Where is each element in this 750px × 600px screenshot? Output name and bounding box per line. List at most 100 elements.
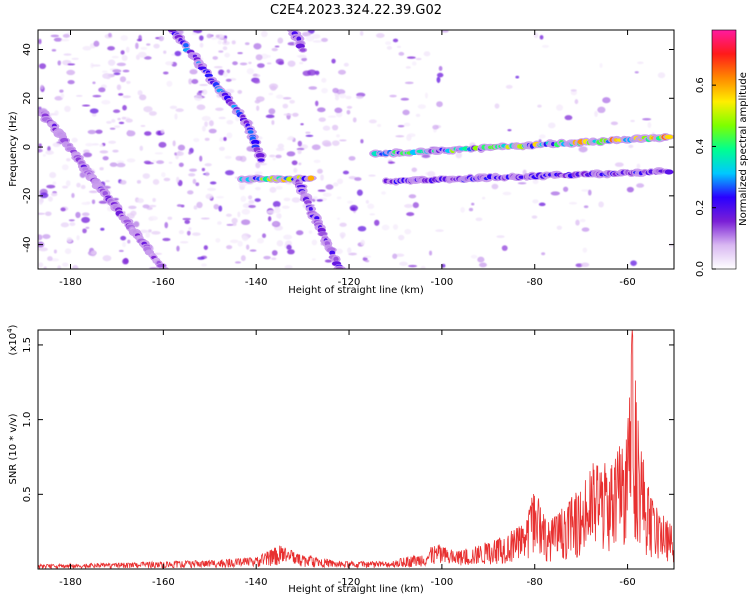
noise-blob: [109, 127, 116, 130]
noise-blob: [225, 213, 232, 217]
noise-blob: [368, 119, 377, 124]
noise-blob: [254, 171, 263, 175]
noise-blob: [305, 134, 314, 137]
noise-blob: [345, 95, 352, 100]
noise-blob: [212, 56, 218, 60]
noise-blob: [331, 140, 340, 146]
noise-blob: [90, 250, 97, 255]
noise-blob: [397, 45, 401, 49]
snr-y-ticks: 0.5 1.0 1.5: [22, 337, 674, 502]
noise-blob: [199, 42, 204, 48]
x-tick-label: -180: [59, 577, 82, 588]
noise-blob: [85, 226, 90, 230]
noise-blob: [300, 123, 304, 126]
noise-blob: [539, 35, 544, 40]
noise-blob: [62, 262, 69, 267]
noise-blob: [63, 53, 72, 56]
noise-blob: [282, 103, 289, 109]
noise-blob: [281, 205, 290, 209]
noise-blob: [348, 175, 357, 180]
noise-blob: [39, 192, 49, 199]
noise-blob: [255, 54, 263, 61]
noise-blob: [298, 162, 302, 166]
x-tick-label: -80: [527, 277, 543, 288]
x-tick-label: -100: [431, 277, 454, 288]
noise-blob: [248, 204, 256, 208]
noise-blob: [436, 72, 444, 78]
noise-blob: [424, 92, 428, 99]
noise-blob: [537, 104, 542, 108]
noise-blob: [208, 120, 214, 127]
noise-blob: [176, 245, 180, 252]
noise-blob: [283, 234, 293, 240]
noise-blob: [305, 35, 315, 42]
noise-blob: [255, 162, 261, 169]
noise-blob: [143, 56, 152, 60]
noise-blob: [308, 230, 313, 234]
noise-blob: [570, 89, 577, 92]
y-tick-label: -20: [22, 188, 33, 204]
noise-blob: [226, 69, 231, 74]
spectrogram-y-ticks: -40 -20 0 20 40: [22, 43, 674, 253]
noise-blob: [225, 78, 232, 82]
noise-blob: [191, 78, 199, 85]
noise-blob: [47, 146, 51, 152]
noise-blob: [300, 144, 309, 150]
snr-background: [38, 330, 674, 569]
noise-blob: [83, 149, 90, 154]
noise-blob: [51, 48, 57, 52]
noise-blob: [580, 262, 590, 268]
noise-blob: [406, 56, 416, 59]
noise-blob: [91, 199, 96, 205]
noise-blob: [61, 164, 69, 171]
noise-blob: [285, 240, 293, 247]
noise-blob: [266, 62, 272, 65]
feature-blob: [307, 175, 315, 181]
noise-blob: [349, 204, 359, 212]
noise-blob: [136, 198, 144, 204]
noise-blob: [217, 221, 222, 225]
noise-blob: [156, 160, 165, 165]
noise-blob: [286, 137, 295, 141]
noise-blob: [357, 226, 367, 232]
noise-blob: [297, 149, 302, 155]
noise-blob: [348, 156, 356, 161]
noise-blob: [203, 245, 208, 250]
noise-blob: [339, 232, 346, 238]
y-tick-label: 20: [22, 92, 33, 105]
noise-blob: [263, 255, 271, 260]
noise-blob: [121, 54, 128, 62]
noise-blob: [200, 217, 210, 220]
noise-blob: [67, 80, 75, 85]
noise-blob: [91, 64, 101, 67]
noise-blob: [395, 253, 405, 257]
noise-blob: [65, 180, 71, 187]
noise-blob: [505, 84, 513, 89]
noise-blob: [174, 113, 178, 120]
noise-blob: [196, 201, 203, 209]
noise-blob: [249, 249, 257, 252]
noise-blob: [479, 262, 487, 268]
noise-blob: [201, 263, 207, 267]
noise-blob: [226, 223, 234, 226]
noise-blob: [411, 167, 418, 173]
noise-blob: [477, 256, 485, 263]
noise-blob: [126, 158, 136, 163]
noise-blob: [118, 121, 125, 125]
noise-blob: [43, 266, 47, 269]
noise-blob: [360, 139, 364, 144]
noise-blob: [46, 184, 56, 189]
noise-blob: [286, 151, 296, 157]
noise-blob: [313, 159, 321, 164]
noise-blob: [441, 30, 449, 33]
noise-blob: [83, 152, 93, 158]
noise-blob: [88, 190, 98, 194]
noise-blob: [531, 215, 538, 219]
noise-blob: [163, 50, 167, 54]
noise-blob: [369, 213, 376, 216]
noise-blob: [333, 182, 339, 187]
noise-blob: [144, 131, 152, 136]
noise-blob: [342, 170, 350, 175]
noise-blob: [47, 256, 53, 262]
snr-scale-note: (x104): [6, 324, 19, 355]
